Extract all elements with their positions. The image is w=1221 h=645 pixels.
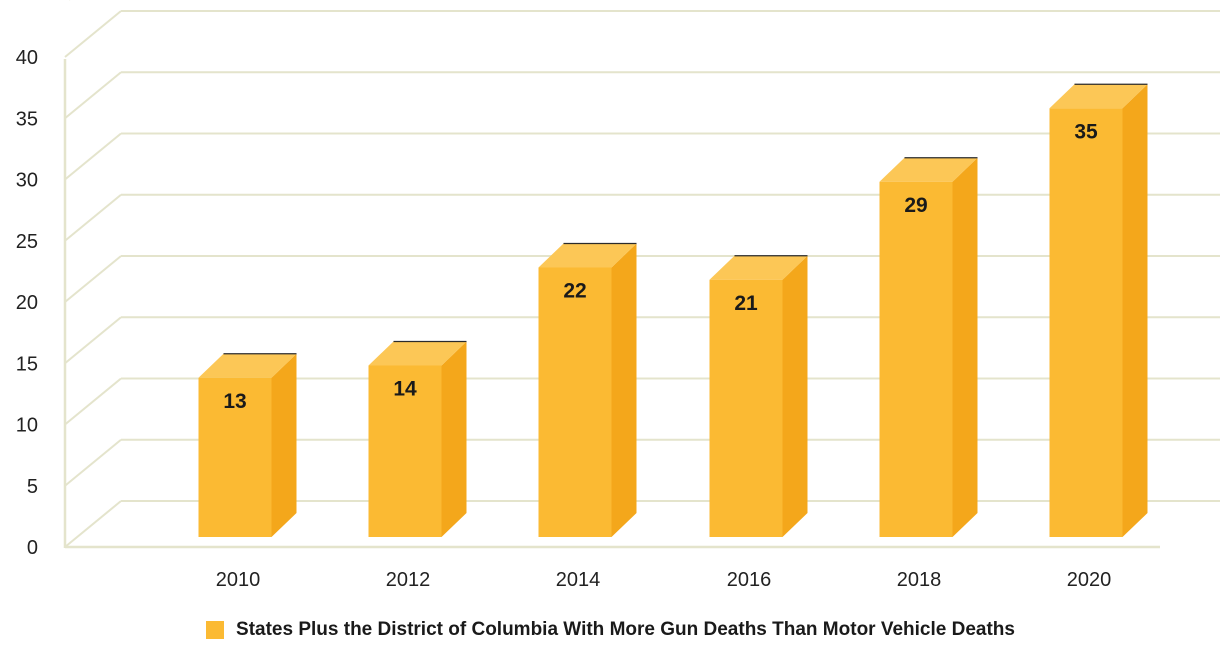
data-label: 14: [393, 378, 417, 401]
gridlines: [64, 0, 1220, 548]
bar-top: [879, 157, 978, 182]
x-tick-label: 2014: [556, 569, 601, 591]
y-tick-label: 5: [27, 476, 38, 498]
y-tick-label: 15: [16, 353, 38, 375]
axes: 0 5 10 15 20 25 30 35 40: [16, 47, 1160, 559]
bar: [368, 365, 442, 537]
data-label: 35: [1074, 120, 1098, 143]
bar-side: [441, 341, 467, 537]
gridline-diagonal: [64, 132, 122, 181]
bar-top: [538, 243, 637, 268]
gridline-diagonal: [64, 71, 122, 120]
bar: [879, 181, 953, 537]
y-tick-label: 30: [16, 170, 38, 192]
gridline-diagonal: [64, 438, 122, 487]
x-tick-label: 2012: [386, 569, 431, 591]
legend: States Plus the District of Columbia Wit…: [0, 619, 1221, 641]
bar-top: [368, 341, 467, 366]
data-label: 13: [223, 390, 246, 413]
y-tick-label: 0: [27, 537, 38, 559]
bar: [198, 377, 272, 537]
legend-swatch: [206, 621, 225, 639]
gridline-diagonal: [64, 500, 122, 548]
bar-side: [1122, 84, 1148, 537]
gridline-diagonal: [64, 255, 122, 303]
y-tick-label: 25: [16, 231, 38, 253]
data-label: 29: [904, 194, 927, 217]
gridline-diagonal: [64, 193, 122, 242]
bar-top: [1049, 84, 1148, 109]
x-tick-label: 2010: [216, 569, 261, 591]
x-tick-label: 2016: [727, 569, 772, 591]
data-label: 21: [734, 292, 758, 315]
x-tick-label: 2018: [897, 569, 942, 591]
x-tick-label: 2020: [1067, 569, 1112, 591]
gridline-diagonal: [64, 316, 122, 365]
bar: [1049, 108, 1123, 537]
bar-side: [611, 243, 637, 537]
bars: [198, 83, 1148, 537]
bar-top: [709, 255, 808, 280]
bar-top: [198, 353, 297, 378]
gridline-diagonal: [64, 377, 122, 426]
y-tick-label: 40: [16, 47, 38, 69]
y-tick-label: 10: [16, 415, 38, 437]
bar: [709, 279, 783, 537]
y-tick-label: 35: [16, 108, 38, 130]
data-label: 22: [563, 280, 586, 303]
bar-side: [782, 255, 808, 537]
bar-side: [952, 157, 978, 537]
gridline-diagonal: [64, 10, 122, 58]
y-tick-label: 20: [16, 292, 38, 314]
bar: [538, 267, 612, 537]
labels: 13 2010 14 2012 22 2014 21 2016 29 2018 35 2020: [216, 120, 1112, 591]
legend-label: States Plus the District of Columbia Wit…: [236, 619, 1015, 640]
bar-side: [271, 353, 297, 537]
